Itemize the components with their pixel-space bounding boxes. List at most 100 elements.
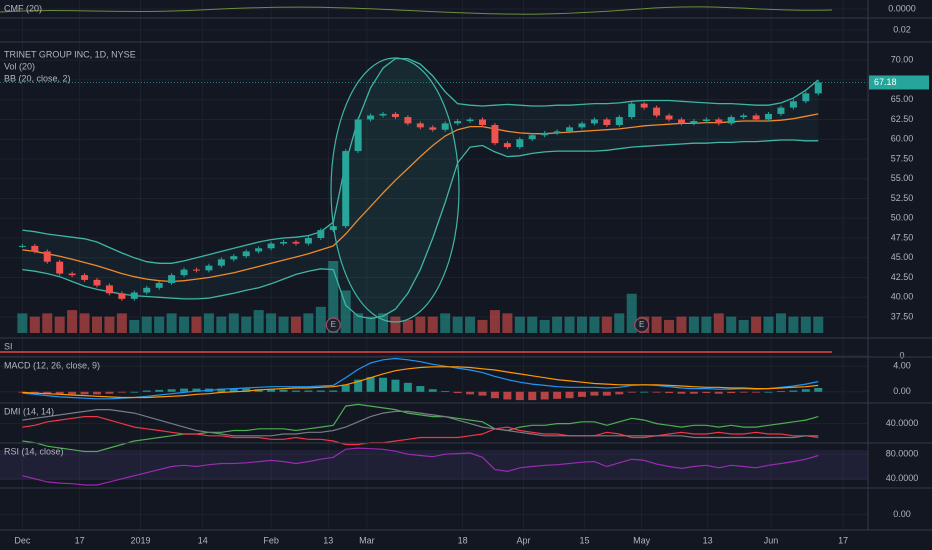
indicator-line (22, 447, 819, 486)
x-tick-label: 15 (579, 535, 589, 545)
macd-histogram-bar (789, 390, 798, 392)
candle-body (192, 269, 200, 271)
candle-body (702, 119, 710, 122)
x-tick-label: May (633, 535, 651, 545)
x-tick-label: 18 (458, 535, 468, 545)
candle-body (603, 119, 611, 125)
macd-histogram-bar (553, 391, 562, 399)
volume-bar (203, 313, 214, 333)
volume-bar (290, 316, 301, 333)
macd-histogram-bar (304, 390, 313, 392)
indicator-line (22, 409, 819, 439)
overlay-label: BB (20, close, 2) (4, 73, 71, 83)
macd-histogram-bar (279, 389, 288, 392)
volume-bar (191, 316, 202, 333)
macd-histogram-bar (217, 388, 226, 392)
candle-body (130, 292, 138, 299)
candle-body (503, 143, 511, 148)
macd-histogram-bar (366, 377, 375, 392)
volume-bar (54, 316, 65, 333)
x-tick-label: Feb (263, 535, 279, 545)
candle-body (93, 279, 101, 286)
macd-histogram-bar (254, 389, 263, 392)
volume-bar (241, 316, 252, 333)
x-tick-label: Dec (14, 535, 31, 545)
panel-title: RSI (14, close) (4, 446, 64, 456)
volume-bar (576, 316, 587, 333)
macd-histogram-bar (379, 377, 388, 392)
macd-histogram-bar (478, 391, 487, 396)
price-tag-label: 67.18 (874, 77, 897, 87)
candle-body (429, 127, 437, 130)
candle-body (665, 115, 673, 120)
macd-histogram-bar (528, 391, 537, 401)
volume-bar (738, 319, 749, 333)
volume-bar (79, 313, 90, 333)
y-tick-label: 57.50 (891, 153, 914, 163)
candle-body (727, 117, 735, 124)
candle-body (180, 269, 188, 276)
candle-body (454, 121, 462, 124)
rsi-band (0, 450, 868, 480)
volume-bar (104, 316, 115, 333)
macd-histogram-bar (18, 391, 27, 393)
volume-bar (713, 313, 724, 333)
macd-histogram-bar (615, 391, 624, 395)
candle-body (118, 293, 126, 299)
volume-bar (539, 319, 550, 333)
candle-body (379, 113, 387, 116)
candle-body (230, 256, 238, 260)
candle-body (553, 131, 561, 133)
macd-histogram-bar (30, 391, 39, 394)
candle-body (491, 124, 499, 144)
candle-body (566, 127, 574, 132)
x-tick-label: Jun (764, 535, 779, 545)
candle-body (168, 275, 176, 284)
volume-bar (228, 313, 239, 333)
macd-histogram-bar (577, 391, 586, 397)
earnings-label: E (331, 320, 336, 329)
volume-bar (91, 316, 102, 333)
bb-middle (22, 113, 819, 283)
volume-bar (751, 316, 762, 333)
candle-body (217, 259, 225, 266)
macd-histogram-bar (752, 391, 761, 393)
y-tick-label: 52.50 (891, 193, 914, 203)
volume-bar (763, 316, 774, 333)
candle-body (441, 123, 449, 130)
volume-bar (67, 310, 78, 333)
candle-body (789, 101, 797, 108)
volume-bar (676, 316, 687, 333)
candle-body (752, 115, 760, 120)
y-tick-label: 0.00 (893, 386, 911, 396)
x-tick-label: Mar (359, 535, 375, 545)
macd-histogram-bar (503, 391, 512, 400)
indicator-line (22, 366, 819, 399)
earnings-label: E (639, 320, 644, 329)
candle-body (802, 93, 810, 102)
indicator-line (22, 416, 819, 446)
x-tick-label: 13 (703, 535, 713, 545)
candle-body (690, 121, 698, 124)
macd-histogram-bar (590, 391, 599, 396)
macd-histogram-bar (441, 391, 450, 392)
volume-bar (626, 293, 637, 333)
candle-body (280, 241, 288, 244)
volume-bar (465, 316, 476, 333)
candle-body (628, 103, 636, 118)
volume-bar (303, 313, 314, 333)
cmf-line (0, 6, 833, 15)
volume-bar (17, 313, 28, 333)
candle-body (68, 273, 76, 276)
candle-body (404, 117, 412, 124)
macd-histogram-bar (801, 389, 810, 392)
macd-histogram-bar (391, 379, 400, 392)
volume-bar (29, 316, 40, 333)
macd-histogram-bar (291, 390, 300, 392)
candle-body (56, 261, 64, 274)
candle-body (43, 251, 51, 262)
volume-bar (253, 310, 264, 333)
volume-bar (216, 316, 227, 333)
